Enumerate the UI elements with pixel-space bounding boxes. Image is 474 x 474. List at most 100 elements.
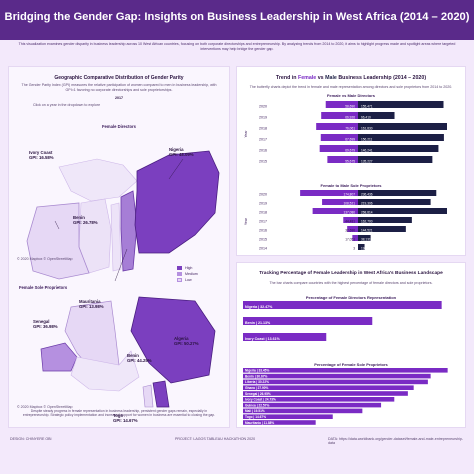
pct-bar[interactable] [243, 414, 333, 419]
year-tick-label: 2017 [259, 138, 267, 142]
callout-country: Togo [113, 413, 124, 418]
female-bar[interactable] [300, 190, 358, 196]
year-tick-label: 2019 [259, 202, 267, 206]
callout-togo: Togo GPI: 14.67% [113, 413, 138, 423]
y-axis-title: Year [244, 217, 248, 225]
female-bar[interactable] [325, 101, 358, 108]
male-value-label: 19,787 [361, 246, 371, 250]
female-value-label: 58,690 [345, 104, 355, 108]
pct-bar-label: Mali | 19.51% [245, 409, 265, 413]
female-sole-proprietors-pct-chart[interactable]: Nigeria | 33.45%Benin | 30.67% Liberia | … [241, 368, 463, 426]
female-value-label: 55,675 [345, 159, 355, 163]
female-bar[interactable] [316, 123, 358, 130]
male-value-label: 156,211 [361, 137, 373, 141]
callout-gpi: GPI: 48.09% [169, 152, 194, 157]
female-value-label: 3 [353, 246, 355, 250]
map-country-benin [152, 380, 170, 408]
year-tick-label: 2018 [259, 127, 267, 131]
map2-credit: © 2020 Mapbox © OpenStreetMap [17, 405, 73, 409]
female-bar[interactable] [327, 156, 358, 163]
male-bar[interactable] [358, 244, 365, 250]
male-value-label: 161,830 [361, 126, 373, 130]
callout-senegal: Senegal GPI: 36.98% [33, 319, 58, 329]
female-bar[interactable] [352, 235, 358, 241]
pct-bar[interactable] [243, 333, 327, 341]
female-bar[interactable] [322, 199, 358, 205]
legend-medium: Medium [177, 271, 198, 277]
year-selector[interactable]: 2017 [115, 96, 123, 100]
trend-title-part: Trend in [275, 75, 298, 81]
pct-bar[interactable] [243, 391, 408, 396]
pct-bar[interactable] [243, 385, 414, 390]
legend-high: High [177, 265, 198, 271]
male-bar[interactable] [358, 145, 439, 152]
map-country-burkina [58, 158, 138, 202]
map-country-benin [120, 190, 138, 272]
trend-title-part: vs [316, 75, 326, 81]
pct-bar-label: Guinea | 22.57% [245, 403, 269, 407]
callout-gpi: GPI: 36.98% [33, 324, 58, 329]
male-bar[interactable] [358, 226, 406, 232]
map-panel-title: Geographic Comparative Distribution of G… [54, 75, 184, 81]
pct-bar[interactable] [243, 368, 448, 373]
pct-bar-label: Nigeria | 33.45% [245, 369, 269, 373]
female-bar[interactable] [347, 226, 358, 232]
legend-label: Low [185, 278, 192, 282]
male-bar[interactable] [358, 217, 412, 223]
female-value-label: 76,061 [345, 126, 355, 130]
male-bar[interactable] [358, 101, 444, 108]
female-directors-pct-chart[interactable]: Nigeria | 32.47% Benin | 21.13% Ivory Coas… [241, 301, 463, 349]
year-tick-label: 2016 [259, 229, 267, 233]
year-tick-label: 2015 [259, 238, 267, 242]
trend-title-male: Male [325, 75, 337, 81]
female-bar[interactable] [320, 134, 358, 141]
male-bar[interactable] [358, 134, 444, 141]
pct-bar[interactable] [243, 317, 373, 325]
male-bar[interactable] [358, 235, 371, 241]
callout-ivory-coast: Ivory Coast GPI: 16.58% [29, 150, 54, 160]
map-legend: High Medium Low [177, 265, 198, 283]
callout-mauritania: Mauritania GPI: 13.98% [79, 299, 104, 309]
trend-title-part: Business Leadership (2014 – 2020) [336, 75, 427, 81]
directors-butterfly-chart[interactable]: Year 2020 58,690 155,471 2019 66,926 66,410 201… [241, 99, 463, 169]
footer: DESIGN: CHINYERE OBI PROJECT: LAGOS TABL… [0, 432, 474, 474]
male-bar[interactable] [358, 156, 433, 163]
page-header: Bridging the Gender Gap: Insights on Bus… [0, 0, 474, 40]
year-tick-label: 2018 [259, 211, 267, 215]
callout-gpi: GPI: 16.58% [29, 155, 54, 160]
male-bar[interactable] [358, 208, 447, 214]
proprietors-butterfly-chart[interactable]: Year 2020 174,807 236,436 2019 108,521 219,306… [241, 188, 463, 252]
pct-bar[interactable] [243, 397, 395, 402]
male-value-label: 236,436 [361, 192, 373, 196]
female-bar[interactable] [321, 112, 358, 119]
footer-data-source[interactable]: DATA: https://data.worldbank.org/gender-… [328, 437, 464, 445]
pct-bar[interactable] [243, 301, 442, 309]
y-axis-title: Year [244, 130, 248, 138]
male-value-label: 66,410 [361, 115, 371, 119]
pct-bar-label: Nigeria | 32.47% [245, 305, 273, 309]
male-bar[interactable] [358, 112, 395, 119]
pct-bar[interactable] [243, 408, 363, 414]
female-bar[interactable] [319, 145, 358, 152]
pct-bar[interactable] [243, 402, 382, 408]
male-bar[interactable] [358, 190, 437, 196]
female-value-label: 69,679 [345, 148, 355, 152]
female-bar[interactable] [343, 217, 358, 223]
map1-credit: © 2020 Mapbox © OpenStreetMap [17, 257, 73, 261]
pct-bar[interactable] [243, 379, 428, 385]
male-bar[interactable] [358, 199, 431, 205]
female-bar[interactable] [312, 208, 358, 214]
map-panel: Geographic Comparative Distribution of G… [8, 66, 230, 428]
male-bar[interactable] [358, 123, 447, 130]
pct-bar-label: Ivory Coast | 13.61% [245, 337, 281, 341]
pct-bar[interactable] [243, 373, 431, 379]
female-directors-map[interactable] [19, 129, 224, 319]
map-country-nigeria [134, 150, 220, 254]
map1-title: Female Directors [102, 124, 136, 129]
female-sole-proprietors-map[interactable] [19, 291, 224, 409]
pct-bar-label: Benin | 30.67% [245, 374, 267, 378]
map-country-algeria [130, 296, 216, 384]
pct-bar[interactable] [243, 420, 316, 425]
chart1-title: Female vs Male Directors [326, 93, 376, 98]
callout-benin-2: Benin GPI: 44.25% [127, 353, 152, 363]
